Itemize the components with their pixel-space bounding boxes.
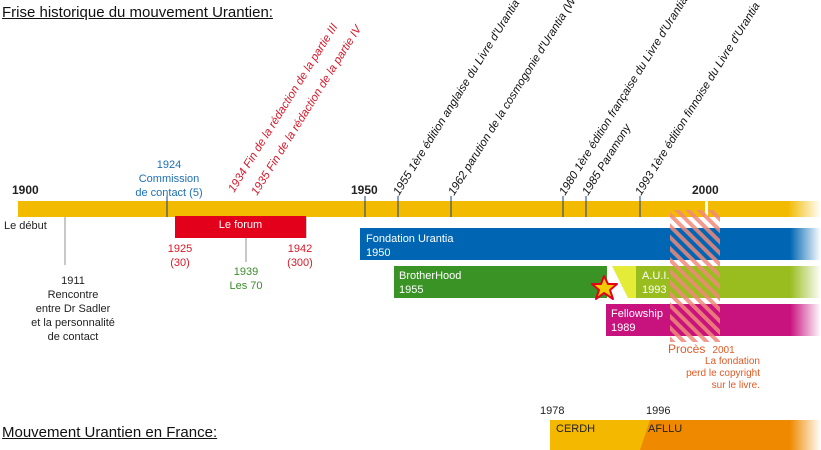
fellowship-name: Fellowship <box>611 308 663 320</box>
aui-bar-fade <box>790 266 821 298</box>
fondation-bar-fade <box>790 228 821 260</box>
forum-label: Le forum <box>218 219 263 231</box>
year-1950: 1950 <box>351 183 378 197</box>
sadler-line1: Rencontre <box>47 289 99 301</box>
cerdh-year: 1978 <box>540 405 565 417</box>
event-1935: 1935 Fin de la rédaction de la partie IV <box>249 23 365 198</box>
brotherhood-label: BrotherHood 1955 <box>399 269 461 297</box>
fellowship-bar-fade <box>790 304 821 336</box>
afllu-bar <box>640 420 790 450</box>
event-1980: 1980 1ère édition française du Livre d'U… <box>557 0 690 198</box>
forum-bar <box>175 216 306 238</box>
sadler-block: 1911 Rencontre entre Dr Sadler et la per… <box>20 274 126 344</box>
forum-end-year: 1942 <box>287 243 313 255</box>
aui-wedge <box>612 266 636 298</box>
commission-line2: de contact (5) <box>135 187 203 199</box>
forum-start-year: 1925 <box>167 243 193 255</box>
proces-line1: La fondation <box>704 356 760 367</box>
forum-end-count: (300) <box>287 257 313 269</box>
timeline-bar-fade <box>788 201 821 217</box>
les70-year: 1939 <box>233 266 259 278</box>
proces-hatch <box>670 210 720 342</box>
proces-line3: sur le livre. <box>711 380 760 391</box>
forum-start-count: (30) <box>170 257 190 269</box>
sadler-line4: de contact <box>47 331 99 343</box>
commission-line1: Commission <box>138 173 200 185</box>
split-star-icon <box>591 275 618 300</box>
event-1993: 1993 1ère édition finnoise du Livre d'Ur… <box>633 1 762 198</box>
sadler-line3: et la personnalité <box>31 317 115 329</box>
afllu-year: 1996 <box>646 405 671 417</box>
les70-block: 1939 Les 70 <box>222 265 270 293</box>
france-heading: Mouvement Urantien en France: <box>2 424 218 441</box>
commission-year: 1924 <box>156 159 182 171</box>
year-2000: 2000 <box>692 183 719 197</box>
brotherhood-year: 1955 <box>399 284 424 296</box>
event-1934: 1934 Fin de la rédaction de la partie II… <box>226 21 341 194</box>
timeline-bar-future <box>708 201 788 217</box>
afllu-bar-fade <box>790 420 821 450</box>
afllu-name: AFLLU <box>648 423 683 435</box>
main-heading: Frise historique du mouvement Urantien: <box>2 4 273 21</box>
fellowship-year: 1989 <box>611 322 636 334</box>
sadler-year: 1911 <box>61 275 85 287</box>
proces-name: Procès <box>668 342 706 356</box>
forum-end: 1942 (300) <box>280 242 320 270</box>
proces-note: La fondation perd le copyright sur le li… <box>660 356 760 392</box>
year-1900: 1900 <box>12 183 39 197</box>
fellowship-label: Fellowship 1989 <box>611 307 663 335</box>
brotherhood-bar <box>394 266 607 298</box>
aui-name: A.U.I. <box>642 270 670 282</box>
sadler-line2: entre Dr Sadler <box>35 303 111 315</box>
fondation-year: 1950 <box>366 247 391 259</box>
cerdh-bar <box>550 420 650 450</box>
fondation-label: Fondation Urantia 1950 <box>366 232 453 260</box>
proces-year: 2001 <box>712 345 735 356</box>
event-1962: 1962 parution de la cosmogonie d'Urantia… <box>446 0 591 198</box>
event-1955: 1955 1ère édition anglaise du Livre d'Ur… <box>391 0 522 198</box>
aui-label: A.U.I. 1993 <box>642 269 670 297</box>
brotherhood-name: BrotherHood <box>399 270 462 282</box>
forum-start: 1925 (30) <box>160 242 200 270</box>
les70-name: Les 70 <box>229 280 263 292</box>
commission-block: 1924 Commission de contact (5) <box>120 158 218 200</box>
proces-line2: perd le copyright <box>686 368 760 379</box>
proces-heading: Procès 2001 <box>668 342 735 356</box>
debut-label: Le début <box>4 220 47 232</box>
aui-year: 1993 <box>642 284 667 296</box>
timeline-bar <box>18 201 705 217</box>
fondation-name: Fondation Urantia <box>366 233 454 245</box>
cerdh-name: CERDH <box>556 423 596 435</box>
